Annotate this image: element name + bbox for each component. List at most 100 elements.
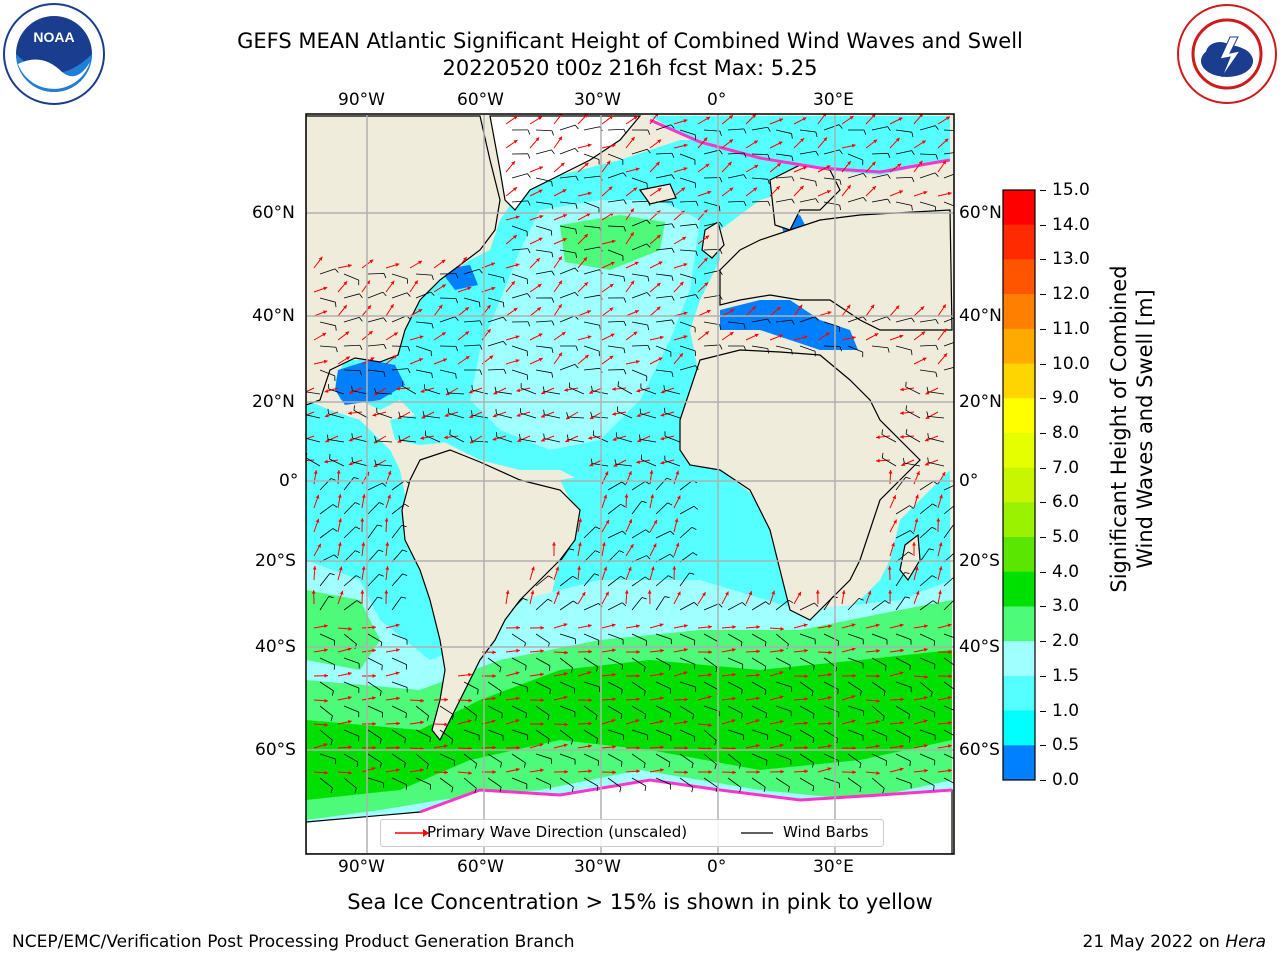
- wind-barb: [400, 416, 417, 419]
- wind-barb: [616, 436, 633, 443]
- wave-direction-arrowhead: [635, 719, 640, 723]
- wind-barb-feather: [398, 411, 401, 417]
- wind-barb: [415, 777, 431, 785]
- wind-barb-feather: [334, 268, 339, 273]
- wave-direction-arrowhead: [636, 769, 640, 774]
- wave-direction-arrowhead: [336, 470, 341, 474]
- wind-barb-feather: [479, 320, 483, 326]
- wind-barb: [919, 633, 935, 642]
- wave-direction-arrowhead: [372, 673, 376, 678]
- wind-barb-feather: [623, 129, 627, 135]
- wind-barb: [535, 225, 552, 231]
- wind-barb: [415, 345, 432, 352]
- wave-direction-arrowhead: [874, 333, 879, 337]
- wind-barb: [607, 153, 624, 161]
- wind-barb-feather: [551, 130, 554, 136]
- wind-barb: [583, 153, 600, 160]
- north-atlantic-core: [470, 200, 700, 450]
- wind-barb-feather: [664, 596, 670, 598]
- wave-direction-arrowhead: [516, 745, 520, 750]
- wind-barb: [847, 633, 864, 640]
- wind-barb: [319, 268, 336, 275]
- wind-barb: [895, 753, 911, 762]
- wind-barb: [919, 548, 930, 563]
- wind-barb: [847, 753, 862, 764]
- wind-barb-feather: [862, 197, 867, 202]
- wave-direction-arrowhead: [779, 118, 784, 122]
- wave-direction-arrowhead: [705, 235, 710, 240]
- wind-barb-feather: [407, 346, 411, 352]
- wind-barb: [511, 200, 528, 203]
- wave-direction-arrowhead: [624, 590, 629, 594]
- wave-direction-arrowhead: [732, 625, 736, 629]
- wind-barb: [511, 657, 527, 666]
- wind-barb-feather: [956, 691, 957, 696]
- wind-barb-feather: [815, 151, 819, 156]
- wind-barb: [367, 369, 384, 373]
- wave-direction-arrowhead: [540, 672, 544, 677]
- wind-barb-feather: [911, 177, 915, 183]
- wave-direction-arrowhead: [659, 768, 664, 772]
- wave-direction-arrowhead: [516, 388, 521, 393]
- wind-barb: [655, 530, 671, 539]
- wind-barb-feather: [351, 456, 353, 462]
- wind-barb: [703, 603, 719, 611]
- wind-barb: [607, 681, 623, 690]
- wind-barb-feather: [595, 715, 598, 721]
- wind-barb-feather: [646, 555, 651, 560]
- wave-direction-arrowhead: [612, 745, 616, 749]
- wave-direction-arrowhead: [827, 311, 832, 315]
- wave-direction-arrowhead: [804, 745, 808, 750]
- wind-barb-feather: [377, 524, 383, 527]
- colorbar-segment: [1003, 467, 1035, 503]
- wind-barb: [343, 705, 359, 713]
- wave-direction-arrowhead: [851, 695, 856, 699]
- wind-barb: [943, 524, 954, 539]
- wind-barb: [679, 294, 696, 299]
- wave-direction-arrowhead: [393, 332, 398, 336]
- wind-barb: [895, 777, 912, 784]
- wave-direction-arrowhead: [900, 387, 904, 392]
- wave-direction-arrowhead: [915, 590, 920, 595]
- wind-barb: [511, 345, 528, 352]
- wind-barb: [559, 777, 574, 788]
- wave-direction-arrowhead: [396, 696, 400, 701]
- lon-tick-bottom: 0°: [707, 857, 727, 877]
- wind-barb: [607, 602, 623, 611]
- wind-barb-feather: [695, 250, 698, 256]
- wind-barb-feather: [641, 597, 647, 600]
- wave-direction-arrow: [306, 411, 315, 416]
- wave-direction-arrowhead: [847, 185, 851, 190]
- wind-barb-feather: [543, 433, 545, 439]
- wind-barb-feather: [379, 502, 384, 505]
- colorbar-tick-label: 15.0: [1052, 180, 1090, 200]
- wave-direction-arrowhead: [515, 335, 520, 339]
- wind-barb: [847, 196, 864, 203]
- wind-barb: [487, 657, 502, 668]
- wind-barb: [871, 729, 887, 737]
- wind-barb: [376, 440, 393, 443]
- wind-barb: [583, 603, 599, 611]
- wind-barb: [847, 316, 864, 323]
- wind-barb-feather: [422, 410, 425, 416]
- wind-barb: [823, 345, 841, 347]
- wind-barb-legend-icon: [741, 832, 773, 834]
- wind-barb: [439, 705, 454, 716]
- wind-barb: [487, 753, 502, 763]
- wave-direction-arrowhead: [779, 743, 784, 748]
- wind-barb: [895, 530, 911, 539]
- wind-barb-feather: [767, 179, 770, 185]
- wave-direction-arrowhead: [675, 542, 680, 547]
- wind-barb-feather: [431, 373, 433, 379]
- wave-direction-arrowhead: [899, 334, 904, 339]
- wave-direction-arrowhead: [444, 722, 448, 727]
- wind-barb-feather: [359, 317, 363, 322]
- wind-barb: [895, 633, 912, 640]
- colorbar-tick-mark: [1040, 675, 1046, 677]
- wind-barb: [655, 681, 671, 690]
- wave-direction-arrowhead: [657, 139, 662, 144]
- wind-barb-feather: [863, 129, 867, 135]
- wave-direction-arrowhead: [418, 260, 423, 265]
- wave-direction-arrowhead: [609, 355, 614, 360]
- wind-barb: [367, 729, 382, 740]
